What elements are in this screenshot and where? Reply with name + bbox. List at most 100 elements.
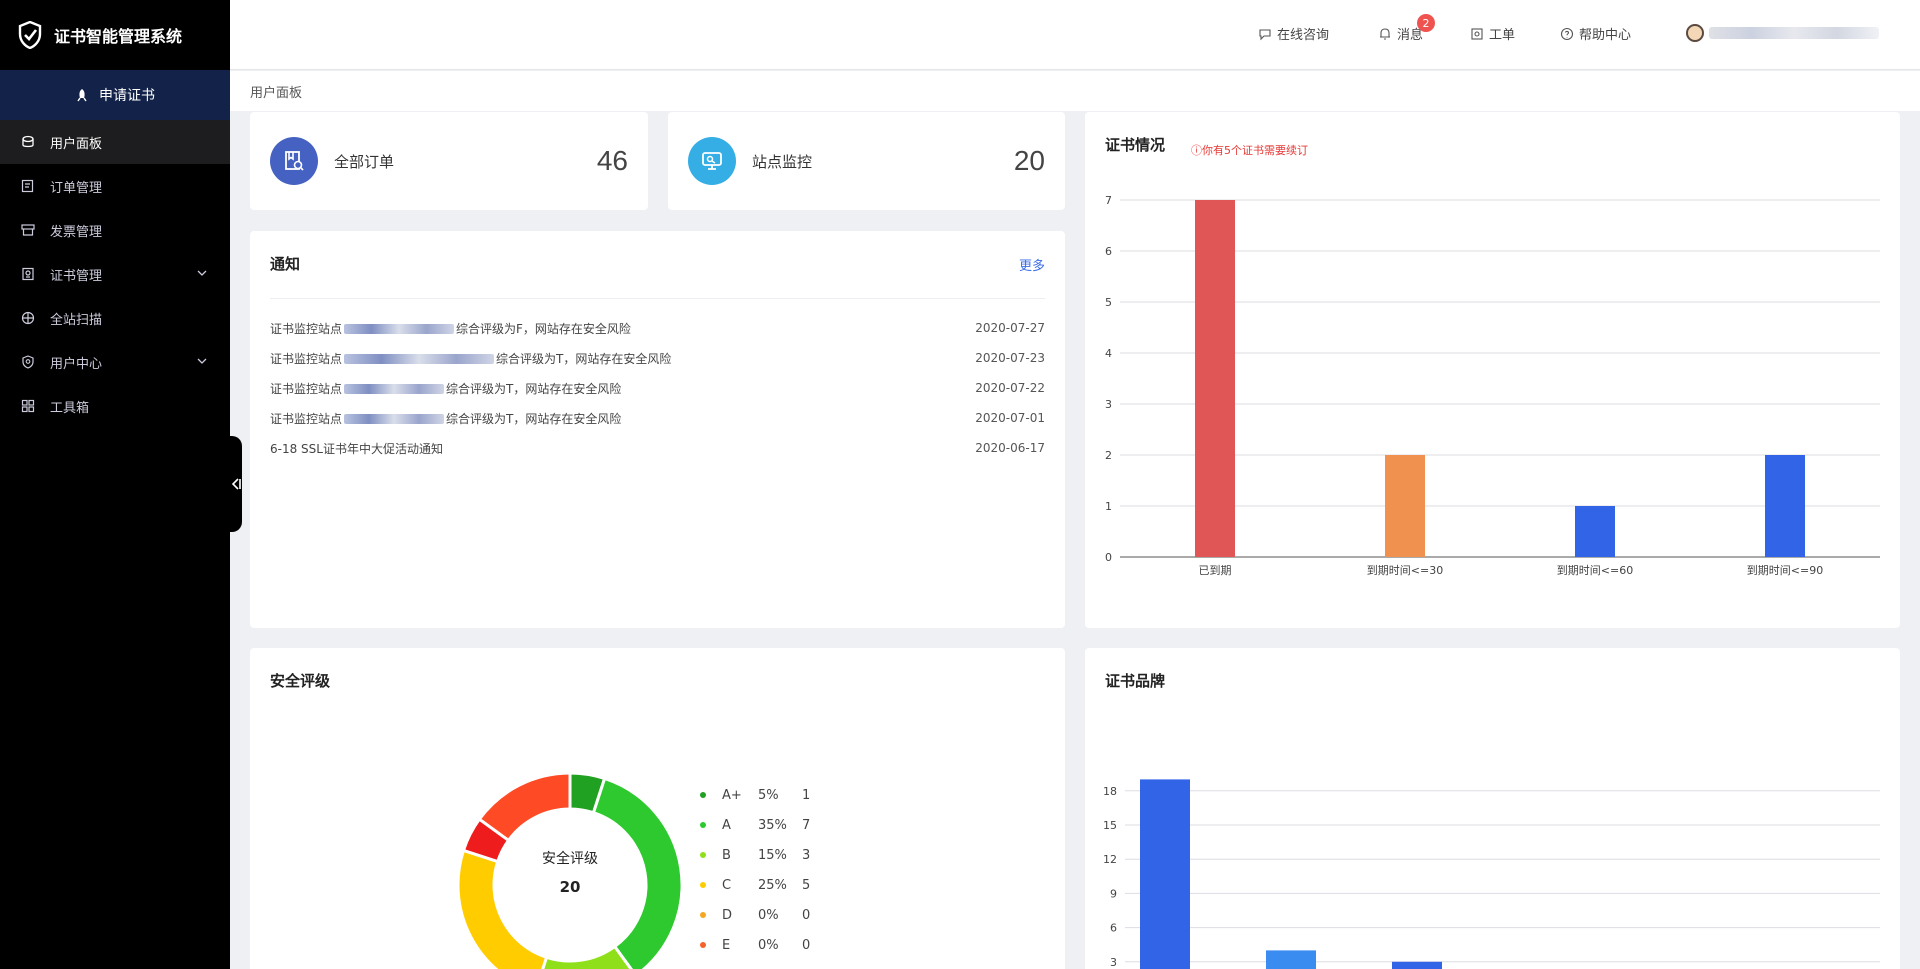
- cert-brand-chart: 3 6 9 12 15 18: [1103, 779, 1880, 969]
- redacted-domain: [344, 324, 455, 334]
- user-menu[interactable]: [1686, 24, 1879, 42]
- notice-title: 通知: [270, 255, 301, 273]
- notice-date: 2020-07-01: [975, 411, 1045, 425]
- list-item[interactable]: 证书监控站点 综合评级为F，网站存在安全风险 2020-07-27: [270, 313, 1045, 343]
- legend-dot: [700, 942, 706, 948]
- notice-prefix: 证书监控站点: [270, 411, 343, 426]
- security-legend: A+5%1 A35%7 B15%3 C25%5 D0%0 E0%0 F5%1: [700, 780, 810, 969]
- orders-stat-card[interactable]: 全部订单 46: [250, 112, 648, 210]
- app-logo[interactable]: 证书智能管理系统: [0, 0, 230, 70]
- sidebar-item-invoices[interactable]: 发票管理: [0, 208, 230, 252]
- notice-divider: [270, 298, 1045, 299]
- legend-count: 0: [802, 937, 811, 953]
- redacted-domain: [344, 384, 445, 394]
- order-icon: [20, 178, 36, 194]
- ticket-link[interactable]: 工单: [1470, 24, 1515, 43]
- notice-prefix: 证书监控站点: [270, 351, 343, 366]
- legend-count: 1: [802, 787, 811, 803]
- redacted-domain: [344, 414, 445, 424]
- cert-brand-title: 证书品牌: [1105, 672, 1166, 690]
- shield-check-icon: [18, 21, 42, 49]
- legend-grade: C: [722, 877, 732, 893]
- cert-status-title: 证书情况: [1105, 136, 1166, 154]
- orders-label: 全部订单: [334, 152, 395, 171]
- online-consult-label: 在线咨询: [1277, 28, 1330, 43]
- online-consult-link[interactable]: 在线咨询: [1258, 24, 1329, 43]
- notice-text: 6-18 SSL证书年中大促活动通知: [270, 440, 443, 457]
- legend-count: 7: [802, 817, 811, 833]
- bar: [1765, 455, 1805, 557]
- notice-card: 通知 更多 证书监控站点 综合评级为F，网站存在安全风险 2020-07-27 证…: [250, 231, 1065, 628]
- messages-link[interactable]: 消息 2: [1378, 14, 1436, 43]
- sidebar-item-orders[interactable]: 订单管理: [0, 164, 230, 208]
- notice-date: 2020-07-27: [975, 321, 1045, 335]
- bar: [1575, 506, 1615, 557]
- sidebar-item-label: 发票管理: [50, 224, 103, 240]
- legend-item[interactable]: A 35% 7: [700, 810, 810, 840]
- legend-item[interactable]: E 0% 0: [700, 930, 810, 960]
- y-tick-label: 12: [1103, 853, 1117, 866]
- y-tick-label: 18: [1103, 785, 1117, 798]
- chat-icon: [1259, 28, 1271, 40]
- apply-certificate-button[interactable]: 申请证书: [0, 70, 230, 120]
- sidebar-collapse-toggle[interactable]: [230, 436, 242, 532]
- list-item[interactable]: 6-18 SSL证书年中大促活动通知 2020-06-17: [270, 433, 1045, 463]
- messages-label: 消息: [1397, 28, 1424, 43]
- user-center-icon: [20, 354, 36, 370]
- invoice-icon: [20, 222, 36, 238]
- legend-percent: 5%: [758, 787, 779, 803]
- cert-brand-card: 证书品牌 3 6 9 12 15 18: [1085, 648, 1900, 969]
- site-monitor-count: 20: [1013, 145, 1045, 176]
- legend-grade: B: [722, 847, 731, 863]
- avatar: [1686, 24, 1704, 42]
- site-monitor-stat-card[interactable]: 站点监控 20: [668, 112, 1065, 210]
- bar: [1266, 950, 1316, 969]
- legend-item[interactable]: D 0% 0: [700, 900, 810, 930]
- sidebar-item-label: 全站扫描: [50, 312, 103, 328]
- legend-percent: 25%: [758, 877, 787, 893]
- legend-grade: E: [722, 937, 731, 953]
- notice-more-link[interactable]: 更多: [1018, 259, 1045, 274]
- toolbox-icon: [20, 398, 36, 414]
- list-item[interactable]: 证书监控站点 综合评级为T，网站存在安全风险 2020-07-22: [270, 373, 1045, 403]
- sidebar-item-certificates[interactable]: 证书管理: [0, 252, 230, 296]
- list-item[interactable]: 证书监控站点 综合评级为T，网站存在安全风险 2020-07-23: [270, 343, 1045, 373]
- orders-icon: [270, 137, 318, 185]
- legend-item[interactable]: B 15% 3: [700, 840, 810, 870]
- dashboard-icon: [20, 134, 36, 150]
- collapse-left-icon: [231, 478, 241, 490]
- security-rating-card: 安全评级 安全评级 20 A+ 5% 1 A 35% 7 B 15% 3 C 25% 5 D 0%…: [250, 648, 1065, 969]
- donut-center: 安全评级 20: [490, 848, 650, 896]
- ticket-icon: [1471, 27, 1483, 40]
- legend-dot: [700, 792, 706, 798]
- donut-slice: [591, 776, 684, 969]
- legend-count: 0: [802, 907, 811, 923]
- notice-list: 证书监控站点 综合评级为F，网站存在安全风险 2020-07-27 证书监控站点综…: [270, 313, 1045, 463]
- sidebar-item-toolbox[interactable]: 工具箱: [0, 384, 230, 428]
- sidebar: 证书智能管理系统 申请证书 用户面板 订单管理 发票管理 证书管理 全站扫描 用…: [0, 0, 230, 969]
- renewal-warning: ⓘ你有5个证书需要续订: [1191, 142, 1308, 158]
- sidebar-item-full-scan[interactable]: 全站扫描: [0, 296, 230, 340]
- site-monitor-label: 站点监控: [752, 152, 813, 171]
- monitor-icon: [688, 137, 736, 185]
- legend-item[interactable]: A+ 5% 1: [700, 780, 810, 810]
- apply-certificate-label: 申请证书: [99, 88, 155, 104]
- x-tick-label: 到期时间<=60: [1557, 564, 1633, 577]
- legend-item[interactable]: F5%1: [700, 960, 810, 969]
- legend-count: 3: [802, 847, 811, 863]
- bell-icon: [1380, 27, 1390, 40]
- legend-dot: [700, 822, 706, 828]
- donut-slice: [541, 944, 633, 969]
- sidebar-item-dashboard[interactable]: 用户面板: [0, 120, 230, 164]
- scan-icon: [20, 310, 36, 326]
- legend-percent: 35%: [758, 817, 787, 833]
- security-donut-chart: [456, 771, 684, 969]
- list-item[interactable]: 证书监控站点 综合评级为T，网站存在安全风险 2020-07-01: [270, 403, 1045, 433]
- app-title: 证书智能管理系统: [54, 27, 183, 46]
- legend-item[interactable]: C 25% 5: [700, 870, 810, 900]
- legend-percent: 0%: [758, 907, 779, 923]
- renewal-warning-text: 你有5个证书需要续订: [1202, 144, 1308, 157]
- username-redacted: [1709, 27, 1879, 39]
- sidebar-item-user-center[interactable]: 用户中心: [0, 340, 230, 384]
- help-center-link[interactable]: 帮助中心: [1560, 24, 1631, 43]
